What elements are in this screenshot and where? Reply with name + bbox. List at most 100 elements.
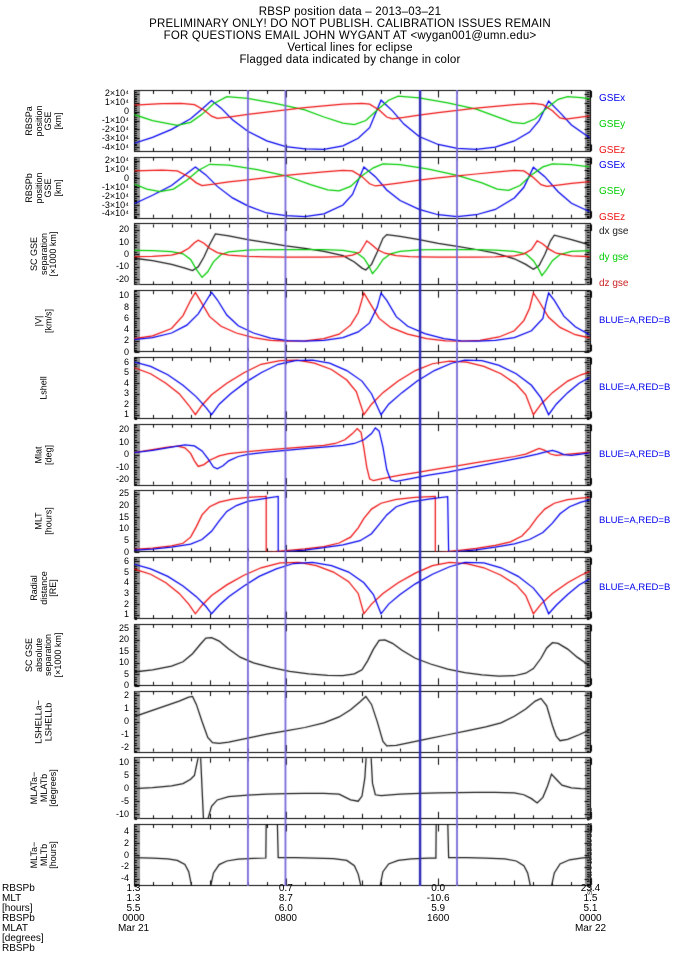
y-tick-label: -3×10⁴	[101, 199, 129, 210]
axis-value-cell: 5.9	[431, 903, 446, 914]
title-block: RBSP position data – 2013–03–21 PRELIMIN…	[0, 6, 700, 66]
y-tick-label: 6	[123, 555, 129, 566]
y-tick-label: 15	[118, 645, 129, 656]
y-tick-label: 4	[123, 825, 129, 836]
y-tick-label: -10	[115, 461, 129, 472]
y-tick-label: -10	[115, 808, 129, 819]
y-tick-label: -20	[115, 473, 129, 484]
page-title: RBSP position data – 2013–03–21	[258, 6, 442, 18]
y-tick-label: -2	[120, 742, 129, 753]
y-tick-label: 5	[123, 367, 129, 378]
legend-label: GSEz	[599, 145, 626, 156]
y-tick-label: 2	[123, 398, 129, 409]
y-tick-label: 10	[118, 756, 129, 767]
y-tick-label: 5	[123, 668, 129, 679]
axis-row-label: RBSPb	[2, 913, 35, 924]
axis-row-label: RBSPb	[2, 943, 35, 954]
y-tick-label: 20	[118, 424, 129, 435]
y-tick-label: 1	[123, 409, 129, 420]
y-tick-label: 20	[118, 634, 129, 645]
y-tick-label: -1	[120, 729, 129, 740]
legend-label: BLUE=A,RED=B	[599, 448, 671, 460]
y-tick-label: 0	[123, 716, 129, 727]
y-tick-label: 2×10⁴	[104, 155, 129, 166]
y-tick-label: -10	[115, 261, 129, 272]
y-tick-label: 3	[123, 587, 129, 598]
axis-value-cell: 0800	[274, 913, 297, 924]
y-tick-label: 0	[123, 546, 129, 557]
y-tick-label: 4	[123, 577, 129, 588]
y-tick-label: -2×10⁴	[101, 190, 129, 201]
axis-value-cell: 6.0	[278, 903, 293, 914]
axis-value-cell: 0000	[122, 913, 145, 924]
y-tick-label: 2×10⁴	[104, 88, 129, 99]
timestamp-watermark: Sun Oct 6 18:23:50 2013 V6.2	[587, 807, 594, 895]
y-tick-label: -1×10⁴	[101, 115, 129, 126]
y-tick-label: -4	[120, 873, 129, 884]
y-tick-label: 6	[123, 312, 129, 323]
y-tick-label: -5	[120, 795, 129, 806]
axis-value-cell: 0000	[579, 913, 602, 924]
axis-value-cell: 1.5	[583, 893, 598, 904]
y-tick-label: 5	[123, 535, 129, 546]
y-tick-label: 8	[123, 301, 129, 312]
y-tick-label: 15	[118, 511, 129, 522]
y-tick-label: 5	[123, 769, 129, 780]
y-tick-label: 20	[118, 224, 129, 235]
y-tick-label: 10	[118, 657, 129, 668]
y-tick-label: -20	[115, 273, 129, 284]
axis-value-cell: 1.3	[126, 893, 141, 904]
axis-row-label: [hours]	[2, 903, 33, 914]
y-tick-label: 2	[123, 689, 129, 700]
y-tick-label: -1×10⁴	[101, 181, 129, 192]
legend-label: GSEx	[599, 93, 626, 104]
title-warning-line1: PRELIMINARY ONLY! DO NOT PUBLISH. CALIBR…	[149, 18, 551, 30]
axis-value-cell: -10.6	[426, 893, 450, 904]
legend-label: BLUE=A,RED=B	[599, 381, 671, 393]
title-note-flagged: Flagged data indicated by change in colo…	[239, 54, 461, 66]
y-tick-label: 0	[123, 346, 129, 357]
y-tick-label: 4	[123, 324, 129, 335]
y-tick-label: 1×10⁴	[104, 164, 129, 175]
axis-value-cell: 0.0	[431, 883, 446, 894]
legend-label: GSEz	[599, 211, 626, 223]
y-tick-label: 1×10⁴	[104, 97, 129, 108]
y-tick-label: 10	[118, 523, 129, 534]
axis-row-label: MLAT	[2, 923, 28, 934]
axis-row-label: MLT	[2, 893, 22, 904]
legend-label: BLUE=A,RED=B	[599, 515, 671, 527]
axis-row-label: [degrees]	[2, 933, 44, 944]
y-tick-label: 1	[123, 702, 129, 713]
y-tick-label: 0	[123, 849, 129, 860]
y-tick-label: 2	[123, 598, 129, 609]
y-tick-label: 2	[123, 335, 129, 346]
y-tick-label: 10	[118, 236, 129, 247]
legend-label: dy gse	[599, 252, 629, 264]
axis-value-cell: Mar 22	[574, 923, 607, 934]
axis-value-cell: 5.1	[583, 903, 598, 914]
y-tick-label: 5	[123, 566, 129, 577]
y-tick-label: 20	[118, 500, 129, 511]
y-tick-label: 3	[123, 388, 129, 399]
title-note-eclipse: Vertical lines for eclipse	[287, 42, 413, 54]
axis-value-cell: 1600	[427, 913, 450, 924]
y-tick-label: 6	[123, 356, 129, 367]
y-tick-label: 25	[118, 488, 129, 499]
axis-value-cell: 0.7	[278, 883, 293, 894]
y-tick-label: 0	[123, 449, 129, 460]
y-tick-label: -2	[120, 861, 129, 872]
legend-label: BLUE=A,RED=B	[599, 582, 671, 594]
y-tick-label: -4×10⁴	[101, 141, 129, 152]
y-tick-label: 1	[123, 609, 129, 620]
axis-value-cell: 5.5	[126, 903, 141, 914]
legend-label: BLUE=A,RED=B	[599, 315, 671, 327]
y-tick-label: -2×10⁴	[101, 123, 129, 134]
y-tick-label: -3×10⁴	[101, 132, 129, 143]
legend-label: GSEx	[599, 159, 626, 171]
title-warning-line2: FOR QUESTIONS EMAIL JOHN WYGANT AT <wyga…	[163, 30, 537, 42]
axis-value-cell: 1.3	[126, 883, 141, 894]
legend-label: GSEy	[599, 119, 626, 130]
y-tick-label: 0	[123, 680, 129, 691]
